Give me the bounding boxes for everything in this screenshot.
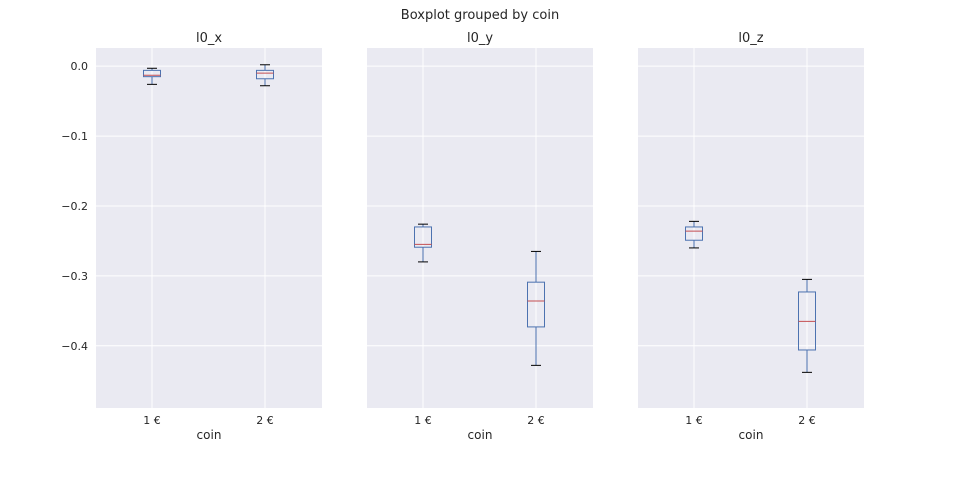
y-tick-label: −0.4	[61, 340, 88, 353]
panel-title: l0_z	[738, 31, 763, 46]
box	[143, 69, 161, 78]
x-tick-label: 2 €	[798, 414, 816, 427]
box	[685, 226, 703, 241]
x-tick-label: 1 €	[685, 414, 703, 427]
y-tick-label: 0.0	[71, 60, 89, 73]
figure-title: Boxplot grouped by coin	[401, 8, 559, 23]
x-axis-label: coin	[739, 428, 764, 442]
box	[414, 226, 432, 248]
x-tick-label: 1 €	[143, 414, 161, 427]
panel-title: l0_x	[196, 31, 222, 46]
panel-background	[367, 48, 593, 408]
panel-background	[638, 48, 864, 408]
x-axis-label: coin	[197, 428, 222, 442]
y-tick-label: −0.2	[61, 200, 88, 213]
box	[527, 281, 545, 328]
y-tick-label: −0.3	[61, 270, 88, 283]
box	[256, 69, 274, 80]
x-axis-label: coin	[468, 428, 493, 442]
x-tick-label: 1 €	[414, 414, 432, 427]
panel-background	[96, 48, 322, 408]
x-tick-label: 2 €	[527, 414, 545, 427]
y-tick-label: −0.1	[61, 130, 88, 143]
x-tick-label: 2 €	[256, 414, 274, 427]
panel-title: l0_y	[467, 31, 493, 46]
